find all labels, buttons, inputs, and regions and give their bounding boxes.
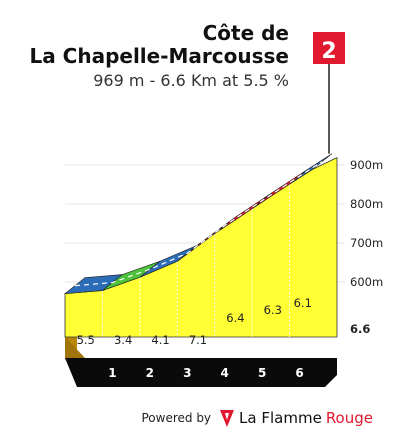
- gradient-label: 6.4: [226, 311, 244, 325]
- road-centre-line: [74, 161, 323, 287]
- x-tick-label: 5: [258, 366, 266, 380]
- brand-logo[interactable]: La Flamme Rouge: [219, 408, 373, 428]
- gradient-label: 6.1: [294, 296, 312, 310]
- gradient-label: 4.1: [151, 333, 169, 347]
- x-tick-label: 4: [221, 366, 229, 380]
- gradient-label: 6.3: [264, 303, 282, 317]
- brand-name: La Flamme: [239, 409, 322, 427]
- climb-subtitle: 969 m - 6.6 Km at 5.5 %: [93, 71, 289, 90]
- x-tick-label: 3: [183, 366, 191, 380]
- profile-base-shadow: [65, 337, 85, 358]
- profile-front-face: [64, 157, 338, 338]
- gradient-label: 3.4: [114, 333, 132, 347]
- footer: Powered by La Flamme Rouge: [141, 408, 373, 428]
- x-tick-label: 6: [295, 366, 303, 380]
- category-flag-icon: [313, 32, 345, 64]
- y-tick-label: 800m: [350, 197, 383, 211]
- gradient-label: 7.1: [189, 333, 207, 347]
- y-tick-label: 900m: [350, 158, 383, 172]
- x-tick-label: 2: [146, 366, 154, 380]
- x-tick-label: 1: [108, 366, 116, 380]
- profile-segment-7: [289, 153, 333, 185]
- flame-logo-icon: [220, 410, 235, 427]
- title-block: Côte de La Chapelle-Marcousse 969 m - 6.…: [29, 22, 289, 92]
- distance-base-bar: [65, 358, 337, 387]
- climb-title-line2: La Chapelle-Marcousse: [29, 44, 289, 68]
- y-tick-label: 700m: [350, 236, 383, 250]
- climb-title-line1: Côte de: [202, 21, 289, 45]
- y-tick-label: 600m: [350, 275, 383, 289]
- category-flag-label: 2: [321, 39, 336, 64]
- gradient-label: 5.5: [77, 333, 95, 347]
- powered-by-text: Powered by: [141, 411, 212, 425]
- brand-accent: Rouge: [325, 409, 373, 427]
- total-distance-label: 6.6: [350, 322, 370, 336]
